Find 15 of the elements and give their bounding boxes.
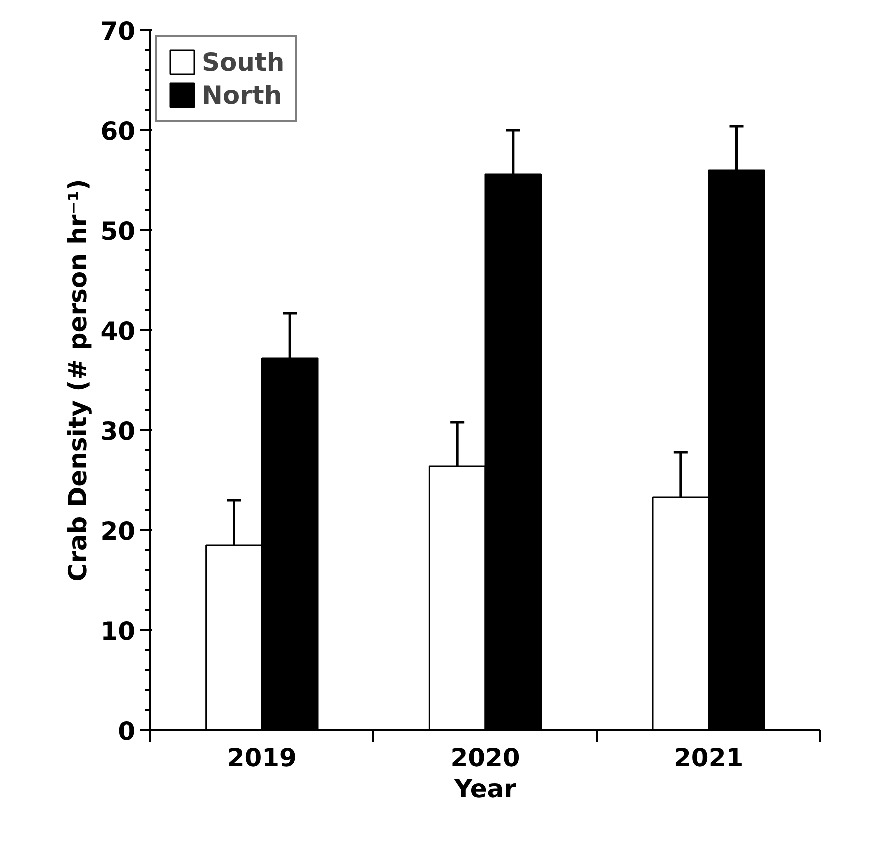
x-tick-label: 2020 [450,744,520,772]
legend-label: South [202,48,285,76]
y-tick-label: 40 [100,317,136,346]
y-tick-label: 30 [100,417,136,446]
y-tick-label: 60 [100,117,136,146]
y-axis-title: Crab Density (# person hr⁻¹) [64,179,93,582]
x-tick-label: 2019 [227,744,297,772]
x-tick-label: 2021 [674,744,744,772]
y-tick-label: 50 [100,217,136,246]
legend-label: North [202,80,282,110]
x-axis-title: Year [454,774,518,804]
y-tick-label: 10 [100,617,136,646]
y-tick-label: 0 [118,717,136,746]
y-tick-label: 70 [100,17,136,46]
y-tick-label: 20 [100,517,136,546]
